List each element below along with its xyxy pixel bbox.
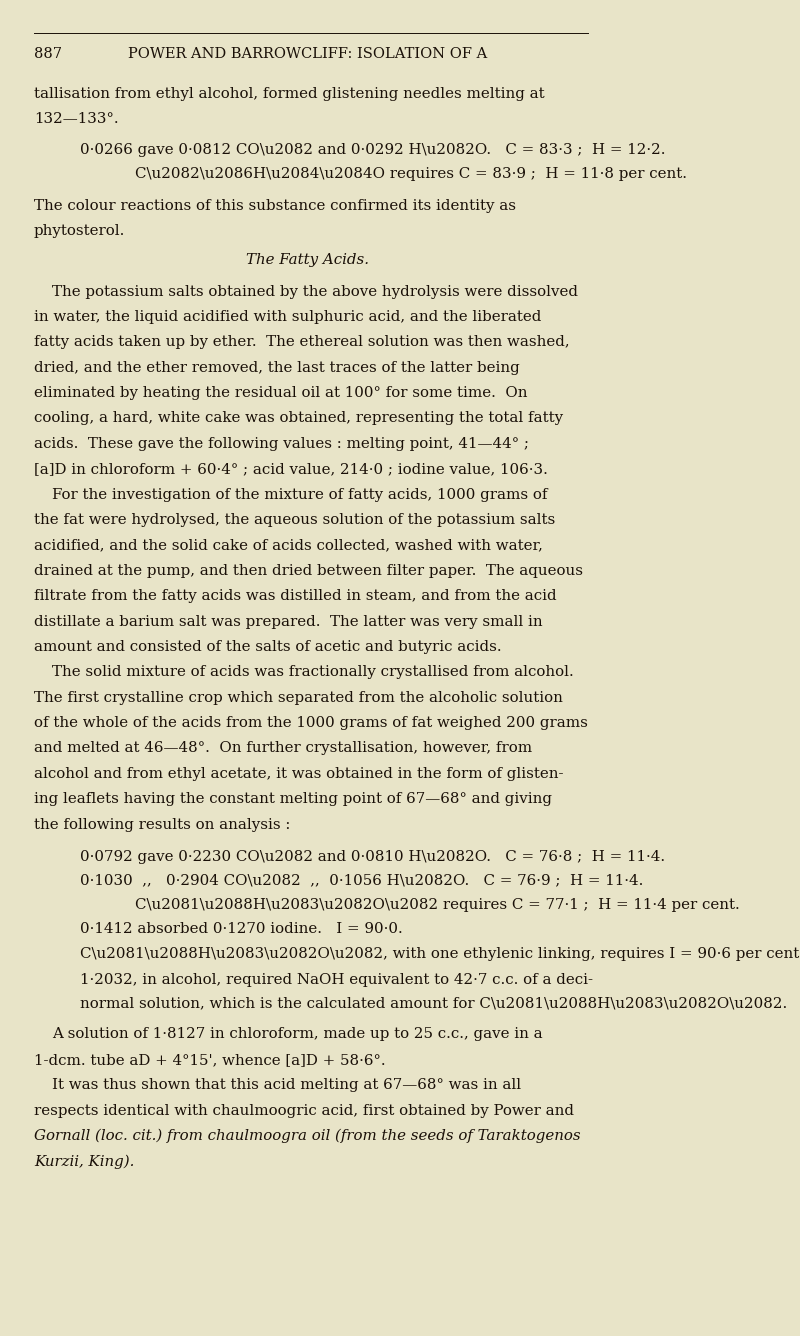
Text: and melted at 46—48°.  On further crystallisation, however, from: and melted at 46—48°. On further crystal…: [34, 741, 532, 755]
Text: 132—133°.: 132—133°.: [34, 112, 118, 126]
Text: respects identical with chaulmoogric acid, first obtained by Power and: respects identical with chaulmoogric aci…: [34, 1104, 574, 1117]
Text: distillate a barium salt was prepared.  The latter was very small in: distillate a barium salt was prepared. T…: [34, 615, 542, 628]
Text: 0·1412 absorbed 0·1270 iodine.   I = 90·0.: 0·1412 absorbed 0·1270 iodine. I = 90·0.: [80, 922, 402, 935]
Text: The potassium salts obtained by the above hydrolysis were dissolved: The potassium salts obtained by the abov…: [52, 285, 578, 298]
Text: normal solution, which is the calculated amount for C\u2081\u2088H\u2083\u2082O\: normal solution, which is the calculated…: [80, 997, 787, 1010]
Text: Kurzii, King).: Kurzii, King).: [34, 1154, 134, 1169]
Text: tallisation from ethyl alcohol, formed glistening needles melting at: tallisation from ethyl alcohol, formed g…: [34, 87, 545, 100]
Text: alcohol and from ethyl acetate, it was obtained in the form of glisten-: alcohol and from ethyl acetate, it was o…: [34, 767, 563, 780]
Text: the following results on analysis :: the following results on analysis :: [34, 818, 290, 831]
Text: C\u2081\u2088H\u2083\u2082O\u2082, with one ethylenic linking, requires I = 90·6: C\u2081\u2088H\u2083\u2082O\u2082, with …: [80, 947, 800, 961]
Text: 1-dcm. tube aD + 4°15', whence [a]D + 58·6°.: 1-dcm. tube aD + 4°15', whence [a]D + 58…: [34, 1053, 386, 1066]
Text: It was thus shown that this acid melting at 67—68° was in all: It was thus shown that this acid melting…: [52, 1078, 522, 1092]
Text: Gornall (loc. cit.) from chaulmoogra oil (from the seeds of Taraktogenos: Gornall (loc. cit.) from chaulmoogra oil…: [34, 1129, 581, 1144]
Text: The first crystalline crop which separated from the alcoholic solution: The first crystalline crop which separat…: [34, 691, 562, 704]
Text: 887: 887: [34, 47, 62, 60]
Text: POWER AND BARROWCLIFF: ISOLATION OF A: POWER AND BARROWCLIFF: ISOLATION OF A: [128, 47, 487, 60]
Text: A solution of 1·8127 in chloroform, made up to 25 c.c., gave in a: A solution of 1·8127 in chloroform, made…: [52, 1027, 543, 1041]
Text: The solid mixture of acids was fractionally crystallised from alcohol.: The solid mixture of acids was fractiona…: [52, 665, 574, 679]
Text: acidified, and the solid cake of acids collected, washed with water,: acidified, and the solid cake of acids c…: [34, 538, 542, 552]
Text: amount and consisted of the salts of acetic and butyric acids.: amount and consisted of the salts of ace…: [34, 640, 502, 653]
Text: fatty acids taken up by ether.  The ethereal solution was then washed,: fatty acids taken up by ether. The ether…: [34, 335, 570, 349]
Text: dried, and the ether removed, the last traces of the latter being: dried, and the ether removed, the last t…: [34, 361, 519, 374]
Text: C\u2082\u2086H\u2084\u2084O requires C = 83·9 ;  H = 11·8 per cent.: C\u2082\u2086H\u2084\u2084O requires C =…: [135, 167, 687, 180]
Text: phytosterol.: phytosterol.: [34, 224, 126, 238]
Text: C\u2081\u2088H\u2083\u2082O\u2082 requires C = 77·1 ;  H = 11·4 per cent.: C\u2081\u2088H\u2083\u2082O\u2082 requir…: [135, 898, 740, 911]
Text: The Fatty Acids.: The Fatty Acids.: [246, 253, 369, 266]
Text: eliminated by heating the residual oil at 100° for some time.  On: eliminated by heating the residual oil a…: [34, 386, 527, 399]
Text: filtrate from the fatty acids was distilled in steam, and from the acid: filtrate from the fatty acids was distil…: [34, 589, 557, 603]
Text: The colour reactions of this substance confirmed its identity as: The colour reactions of this substance c…: [34, 199, 516, 212]
Text: in water, the liquid acidified with sulphuric acid, and the liberated: in water, the liquid acidified with sulp…: [34, 310, 542, 323]
Text: 0·0266 gave 0·0812 CO\u2082 and 0·0292 H\u2082O.   C = 83·3 ;  H = 12·2.: 0·0266 gave 0·0812 CO\u2082 and 0·0292 H…: [80, 143, 666, 156]
Text: 0·1030  ,,   0·2904 CO\u2082  ,,  0·1056 H\u2082O.   C = 76·9 ;  H = 11·4.: 0·1030 ,, 0·2904 CO\u2082 ,, 0·1056 H\u2…: [80, 874, 643, 887]
Text: ing leaflets having the constant melting point of 67—68° and giving: ing leaflets having the constant melting…: [34, 792, 552, 806]
Text: the fat were hydrolysed, the aqueous solution of the potassium salts: the fat were hydrolysed, the aqueous sol…: [34, 513, 555, 526]
Text: 0·0792 gave 0·2230 CO\u2082 and 0·0810 H\u2082O.   C = 76·8 ;  H = 11·4.: 0·0792 gave 0·2230 CO\u2082 and 0·0810 H…: [80, 850, 665, 863]
Text: [a]D in chloroform + 60·4° ; acid value, 214·0 ; iodine value, 106·3.: [a]D in chloroform + 60·4° ; acid value,…: [34, 462, 548, 476]
Text: For the investigation of the mixture of fatty acids, 1000 grams of: For the investigation of the mixture of …: [52, 488, 548, 501]
Text: cooling, a hard, white cake was obtained, representing the total fatty: cooling, a hard, white cake was obtained…: [34, 411, 563, 425]
Text: 1·2032, in alcohol, required NaOH equivalent to 42·7 c.c. of a deci-: 1·2032, in alcohol, required NaOH equiva…: [80, 973, 593, 986]
Text: of the whole of the acids from the 1000 grams of fat weighed 200 grams: of the whole of the acids from the 1000 …: [34, 716, 588, 729]
Text: acids.  These gave the following values : melting point, 41—44° ;: acids. These gave the following values :…: [34, 437, 529, 450]
Text: drained at the pump, and then dried between filter paper.  The aqueous: drained at the pump, and then dried betw…: [34, 564, 583, 577]
